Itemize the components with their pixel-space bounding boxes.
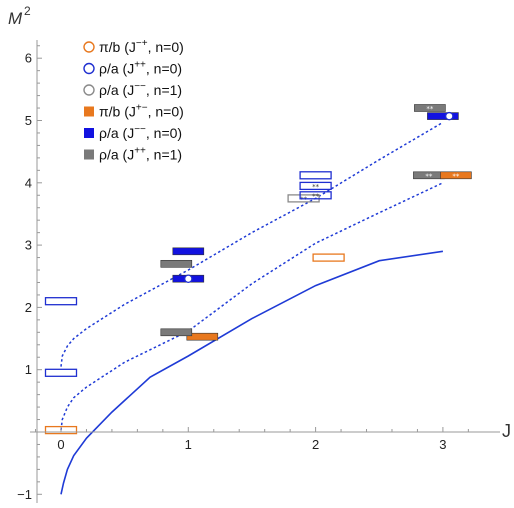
state-box-rect — [414, 104, 446, 112]
y-tick-label: 4 — [25, 175, 32, 190]
x-tick-label: 0 — [57, 437, 64, 452]
legend-label: ρ/a (J++, n=0) — [99, 60, 182, 77]
legend-marker-square — [84, 149, 94, 160]
state-box — [160, 328, 193, 337]
state-box-rect — [44, 368, 78, 377]
state-box-marker: ** — [312, 192, 320, 200]
state-box-rect — [299, 191, 332, 200]
state-box-rect — [44, 297, 78, 306]
state-box — [44, 297, 78, 306]
state-box-rect — [172, 247, 205, 256]
state-box: ** — [440, 171, 472, 180]
legend: π/b (J−+, n=0) ρ/a (J++, n=0) ρ/a (J−−, n=… — [83, 38, 184, 163]
state-box-marker: ** — [425, 172, 433, 180]
state-box-rect — [160, 259, 193, 268]
state-box-rect — [186, 332, 219, 341]
state-box — [44, 425, 78, 435]
x-tick-label: 3 — [439, 437, 446, 452]
legend-label: ρ/a (J−−, n=1) — [99, 81, 182, 98]
legend-label: π/b (J−+, n=0) — [99, 38, 184, 55]
y-tick-label: 6 — [25, 51, 32, 66]
state-box-marker: ** — [426, 105, 434, 113]
legend-item: ρ/a (J++, n=1) — [84, 146, 182, 163]
state-box — [44, 368, 78, 377]
state-box-rect — [299, 181, 332, 191]
state-box: ** — [299, 181, 332, 191]
state-box — [312, 253, 345, 262]
legend-item: ρ/a (J++, n=0) — [83, 60, 182, 77]
legend-marker-circle — [83, 62, 95, 75]
curve-dashed-lower — [60, 182, 444, 431]
data-points — [184, 111, 454, 283]
y-tick-label: −1 — [17, 487, 32, 502]
state-box-marker: ** — [452, 172, 460, 180]
state-box-rect — [299, 171, 332, 180]
x-tick-label: 1 — [185, 437, 192, 452]
y-tick-label: 2 — [25, 300, 32, 315]
legend-marker-square — [84, 128, 94, 138]
state-box-rect — [427, 112, 459, 120]
state-box-rect — [440, 171, 472, 180]
state-box-rect — [160, 328, 193, 337]
curve-dashed-upper — [60, 121, 444, 367]
x-axis-label: J — [502, 421, 511, 441]
state-box: ** — [413, 171, 445, 180]
legend-item: π/b (J−+, n=0) — [83, 38, 184, 55]
legend-label: π/b (J+−, n=0) — [99, 103, 184, 120]
legend-item: π/b (J+−, n=0) — [84, 103, 184, 120]
x-tick-label: 2 — [312, 437, 319, 452]
state-box — [186, 332, 219, 341]
data-point-circle — [184, 274, 193, 283]
state-box — [427, 112, 459, 120]
state-box: ** — [299, 191, 332, 200]
curve-solid — [60, 250, 444, 495]
y-tick-label: 3 — [25, 238, 32, 253]
y-axis-label-superscript: 2 — [24, 4, 31, 18]
y-axis-label: M — [8, 9, 23, 28]
legend-marker-circle — [83, 41, 95, 53]
legend-label: ρ/a (J++, n=1) — [99, 146, 182, 163]
legend-item: ρ/a (J−−, n=0) — [84, 124, 182, 141]
state-box — [172, 247, 205, 256]
state-box-rect — [44, 425, 78, 435]
state-box-marker: ** — [312, 183, 320, 191]
data-boxes: ** ****** **** — [44, 104, 472, 435]
legend-marker-square — [84, 106, 94, 117]
state-box — [160, 259, 193, 268]
legend-label: ρ/a (J−−, n=0) — [99, 124, 182, 141]
y-tick-label: 5 — [25, 113, 32, 128]
state-box-rect — [312, 253, 345, 262]
state-box: ** — [414, 104, 446, 113]
legend-marker-circle — [83, 84, 95, 96]
state-box — [299, 171, 332, 180]
trajectory-curves — [60, 121, 444, 495]
y-tick-label: 1 — [25, 362, 32, 377]
legend-item: ρ/a (J−−, n=1) — [83, 81, 182, 98]
data-point-circle — [445, 111, 454, 121]
